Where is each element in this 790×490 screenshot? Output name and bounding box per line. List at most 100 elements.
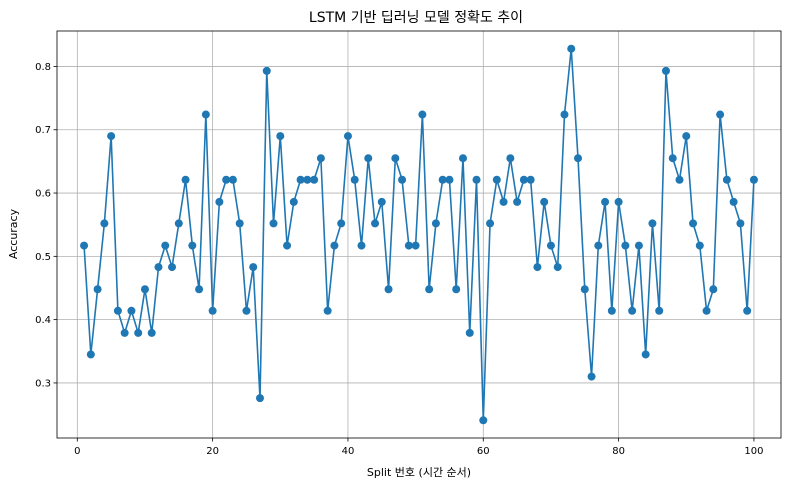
y-tick-label: 0.8 (35, 62, 51, 73)
x-tick-label: 100 (744, 446, 763, 457)
x-axis-label: Split 번호 (시간 순서) (367, 466, 471, 479)
data-point (614, 197, 623, 206)
data-point (465, 328, 474, 337)
data-point (127, 306, 136, 315)
data-point (628, 306, 637, 315)
data-point (675, 175, 684, 184)
data-point (343, 132, 352, 141)
data-point (100, 219, 109, 228)
data-point (364, 154, 373, 163)
data-point (316, 154, 325, 163)
data-point (486, 219, 495, 228)
data-point (276, 132, 285, 141)
data-point (431, 219, 440, 228)
data-point (506, 154, 515, 163)
data-point (188, 241, 197, 250)
data-point (709, 285, 718, 294)
data-point (283, 241, 292, 250)
data-point (621, 241, 630, 250)
data-point (661, 66, 670, 75)
data-point (195, 285, 204, 294)
data-point (574, 154, 583, 163)
data-point (404, 241, 413, 250)
data-point (391, 154, 400, 163)
data-point (147, 328, 156, 337)
data-point (729, 197, 738, 206)
y-tick-label: 0.7 (35, 125, 51, 136)
data-point (289, 197, 298, 206)
data-point (668, 154, 677, 163)
plot-area-frame (56, 30, 782, 439)
data-point (716, 110, 725, 119)
data-point (140, 285, 149, 294)
data-point (736, 219, 745, 228)
data-point (425, 285, 434, 294)
data-point (296, 175, 305, 184)
accuracy-series-line (83, 47, 755, 422)
y-tick-label: 0.6 (35, 189, 51, 200)
data-point (743, 306, 752, 315)
data-point (161, 241, 170, 250)
data-point (587, 372, 596, 381)
data-point (262, 66, 271, 75)
data-point (350, 175, 359, 184)
data-point (249, 263, 258, 272)
data-point (201, 110, 210, 119)
data-point (526, 175, 535, 184)
x-tick-label: 0 (74, 446, 80, 457)
data-point (120, 328, 129, 337)
data-point (310, 175, 319, 184)
data-point (472, 175, 481, 184)
grid-lines (57, 31, 781, 438)
data-point (519, 175, 528, 184)
data-point (695, 241, 704, 250)
data-point (648, 219, 657, 228)
data-point (533, 263, 542, 272)
data-point (134, 328, 143, 337)
data-point (438, 175, 447, 184)
data-point (398, 175, 407, 184)
x-tick-label: 80 (612, 446, 625, 457)
data-point (445, 175, 454, 184)
y-axis-label: Accuracy (7, 208, 20, 259)
data-point (418, 110, 427, 119)
data-point (228, 175, 237, 184)
data-point (215, 197, 224, 206)
data-point (411, 241, 420, 250)
data-point (499, 197, 508, 206)
x-tick-label: 40 (342, 446, 355, 457)
data-point (722, 175, 731, 184)
data-point (641, 350, 650, 359)
data-point (580, 285, 589, 294)
y-tick-label: 0.4 (35, 315, 51, 326)
data-point (303, 175, 312, 184)
y-tick-label: 0.3 (35, 378, 51, 389)
data-point (567, 44, 576, 53)
data-point (458, 154, 467, 163)
data-point (513, 197, 522, 206)
data-point (235, 219, 244, 228)
data-point (371, 219, 380, 228)
data-point (492, 175, 501, 184)
data-point (689, 219, 698, 228)
data-point (601, 197, 610, 206)
data-point (168, 263, 177, 272)
data-point (113, 306, 122, 315)
y-tick-label: 0.5 (35, 252, 51, 263)
data-point (337, 219, 346, 228)
data-point (242, 306, 251, 315)
data-point (255, 394, 264, 403)
data-point (377, 197, 386, 206)
series-layer (80, 44, 758, 425)
data-point (479, 416, 488, 425)
data-point (452, 285, 461, 294)
data-point (384, 285, 393, 294)
data-point (594, 241, 603, 250)
data-point (682, 132, 691, 141)
data-point (154, 263, 163, 272)
data-point (560, 110, 569, 119)
data-point (174, 219, 183, 228)
data-point (634, 241, 643, 250)
data-point (655, 306, 664, 315)
